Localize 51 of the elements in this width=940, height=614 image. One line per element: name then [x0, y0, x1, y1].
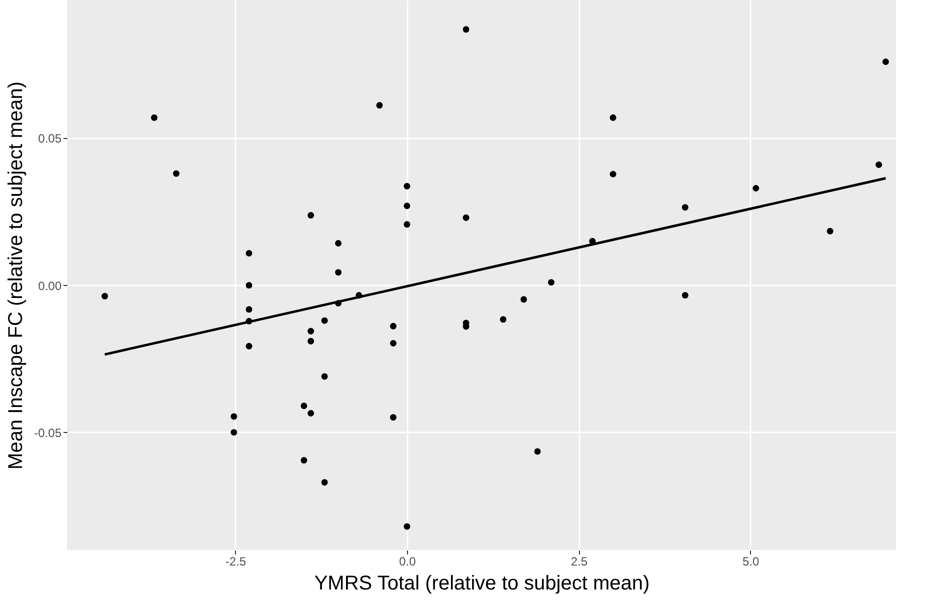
- point: [520, 296, 527, 303]
- point: [404, 523, 410, 530]
- point: [230, 429, 238, 436]
- point: [882, 58, 889, 65]
- point: [534, 448, 541, 455]
- point: [752, 185, 760, 192]
- point: [390, 414, 396, 421]
- point: [246, 282, 252, 289]
- x-tick-label: 5.0: [742, 554, 760, 568]
- point: [548, 279, 554, 286]
- point: [404, 202, 410, 210]
- point: [150, 114, 158, 121]
- x-tick-label: 2.5: [570, 554, 588, 568]
- point: [462, 26, 470, 33]
- point: [308, 338, 314, 344]
- y-tick-label: -0.05: [34, 426, 62, 440]
- point: [102, 292, 108, 300]
- point: [335, 269, 342, 276]
- point: [682, 204, 688, 211]
- point: [321, 479, 328, 486]
- point: [682, 292, 688, 299]
- point: [300, 402, 308, 410]
- point: [308, 410, 314, 416]
- y-tick-label: 0.00: [38, 278, 62, 293]
- point: [610, 170, 616, 178]
- point: [321, 317, 328, 324]
- point: [300, 457, 308, 464]
- point: [610, 114, 616, 121]
- point: [172, 170, 180, 177]
- point: [390, 340, 396, 346]
- point: [390, 322, 396, 330]
- point: [335, 240, 342, 246]
- point: [404, 182, 410, 190]
- point: [376, 102, 383, 109]
- point: [246, 342, 252, 350]
- x-tick-label: -2.5: [225, 554, 246, 568]
- point: [500, 316, 506, 323]
- x-axis-title: YMRS Total (relative to subject mean): [314, 572, 650, 594]
- point: [308, 212, 314, 219]
- y-axis-title: Mean Inscape FC (relative to subject mean): [5, 82, 28, 470]
- point: [246, 250, 252, 256]
- point: [308, 328, 314, 334]
- point: [826, 228, 834, 234]
- point: [321, 373, 328, 380]
- point: [246, 306, 252, 313]
- y-tick-label: 0.05: [38, 132, 62, 146]
- point: [876, 161, 882, 168]
- point: [230, 413, 238, 420]
- point: [404, 221, 410, 228]
- point: [462, 214, 470, 221]
- x-tick-label: 0.0: [399, 554, 416, 568]
